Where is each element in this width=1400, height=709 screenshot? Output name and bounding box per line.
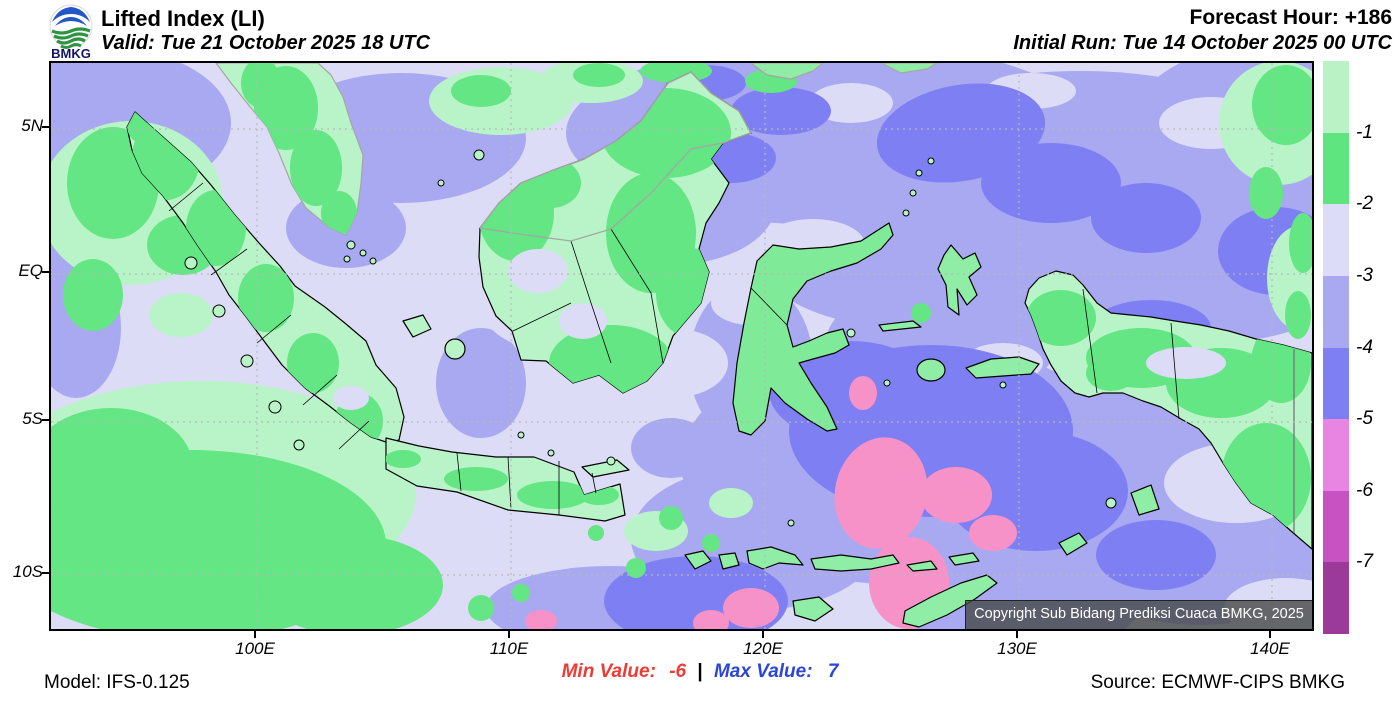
- island-bangka: [402, 314, 432, 338]
- lat-tick-label: 5N: [21, 116, 43, 135]
- valid-time: Valid: Tue 21 October 2025 18 UTC: [101, 32, 431, 54]
- admin-borders: [168, 182, 1180, 515]
- foreign-borders: [479, 71, 1295, 533]
- island-flores: [810, 554, 900, 572]
- logo-blue-wave: [52, 7, 90, 22]
- colorbar-tick-label: -7: [1356, 551, 1373, 573]
- island-buru: [916, 358, 946, 382]
- island-bali: [684, 550, 712, 570]
- bmkg-logo: BMKG: [49, 4, 93, 60]
- min-value: -6: [669, 661, 687, 682]
- logo-green-waves: [51, 27, 91, 49]
- colorbar-tick-label: -2: [1356, 193, 1373, 215]
- colorbar-cell: [1323, 204, 1349, 276]
- colorbar-cell: [1323, 132, 1349, 205]
- island-madura: [581, 459, 630, 478]
- islets: [184, 149, 1117, 527]
- lon-tick-label: 130E: [997, 639, 1037, 658]
- colorbar-tick-label: -3: [1356, 264, 1373, 286]
- island-philippines-s: [750, 63, 824, 80]
- lon-tick-label: 140E: [1250, 639, 1290, 658]
- graticule: [51, 63, 1312, 629]
- island-philippines-s2: [880, 63, 938, 74]
- lon-tick-label: 100E: [235, 639, 275, 658]
- forecast-hour: Forecast Hour: +186: [1189, 6, 1393, 29]
- lat-tick-label: 10S: [12, 562, 43, 581]
- map-svg: [51, 63, 1312, 629]
- lat-tick-label: 5S: [22, 409, 43, 428]
- colorbar-tick-label: -4: [1356, 336, 1373, 358]
- land-pale-patches: [333, 249, 1226, 410]
- lat-tick-mark: [42, 271, 49, 273]
- colorbar-tick-label: -5: [1356, 408, 1373, 430]
- colorbar-cell: [1323, 61, 1349, 133]
- island-sulawesi: [732, 222, 894, 436]
- colorbar-tick-label: -6: [1356, 479, 1373, 501]
- island-timor: [902, 574, 998, 628]
- lon-tick-mark: [254, 631, 256, 638]
- logo-blue-wave2: [55, 17, 87, 26]
- island-seram: [965, 356, 1040, 379]
- max-value-label: Max Value:: [713, 661, 813, 682]
- page-title: Lifted Index (LI): [101, 6, 265, 31]
- lon-tick-label: 110E: [489, 639, 529, 658]
- island-belitung: [444, 338, 466, 360]
- initial-run: Initial Run: Tue 14 October 2025 00 UTC: [1013, 32, 1392, 54]
- island-lombok: [718, 552, 740, 570]
- island-halmahera: [937, 244, 982, 316]
- lon-tick-mark: [1269, 631, 1271, 638]
- source-label: Source: ECMWF-CIPS BMKG: [1090, 672, 1345, 693]
- colorbar-cell: [1323, 419, 1349, 491]
- island-sumba: [792, 596, 834, 622]
- island-tanimbar: [1058, 532, 1088, 556]
- map-frame: Copyright Sub Bidang Prediksi Cuaca BMKG…: [49, 61, 1314, 631]
- minmax-line: Min Value: -6 | Max Value: 7: [562, 661, 839, 683]
- island-wetar: [948, 552, 980, 566]
- island-sula: [878, 320, 922, 332]
- colorbar-cell: [1323, 275, 1349, 348]
- max-value: 7: [827, 661, 839, 682]
- colorbar-cell: [1323, 562, 1349, 634]
- logo-text: BMKG: [51, 46, 91, 60]
- lat-tick-mark: [42, 572, 49, 574]
- island-alor: [906, 560, 938, 572]
- lat-tick-mark: [42, 419, 49, 421]
- minmax-separator: |: [697, 661, 703, 682]
- colorbar-tick-label: -1: [1356, 121, 1373, 143]
- min-value-label: Min Value:: [561, 661, 656, 682]
- lon-tick-mark: [508, 631, 510, 638]
- lat-tick-label: EQ: [18, 261, 43, 280]
- copyright-text: Copyright Sub Bidang Prediksi Cuaca BMKG…: [974, 606, 1304, 622]
- lon-tick-mark: [762, 631, 764, 638]
- colorbar-cell: [1323, 347, 1349, 420]
- lon-tick-mark: [1016, 631, 1018, 638]
- lat-tick-mark: [42, 126, 49, 128]
- model-label: Model: IFS-0.125: [44, 672, 190, 693]
- colorbar: [1323, 61, 1349, 634]
- island-aru: [1130, 484, 1160, 516]
- island-sumbawa: [746, 546, 804, 570]
- lon-tick-label: 120E: [743, 639, 783, 658]
- colorbar-cell: [1323, 490, 1349, 563]
- copyright-bar: Copyright Sub Bidang Prediksi Cuaca BMKG…: [965, 600, 1312, 629]
